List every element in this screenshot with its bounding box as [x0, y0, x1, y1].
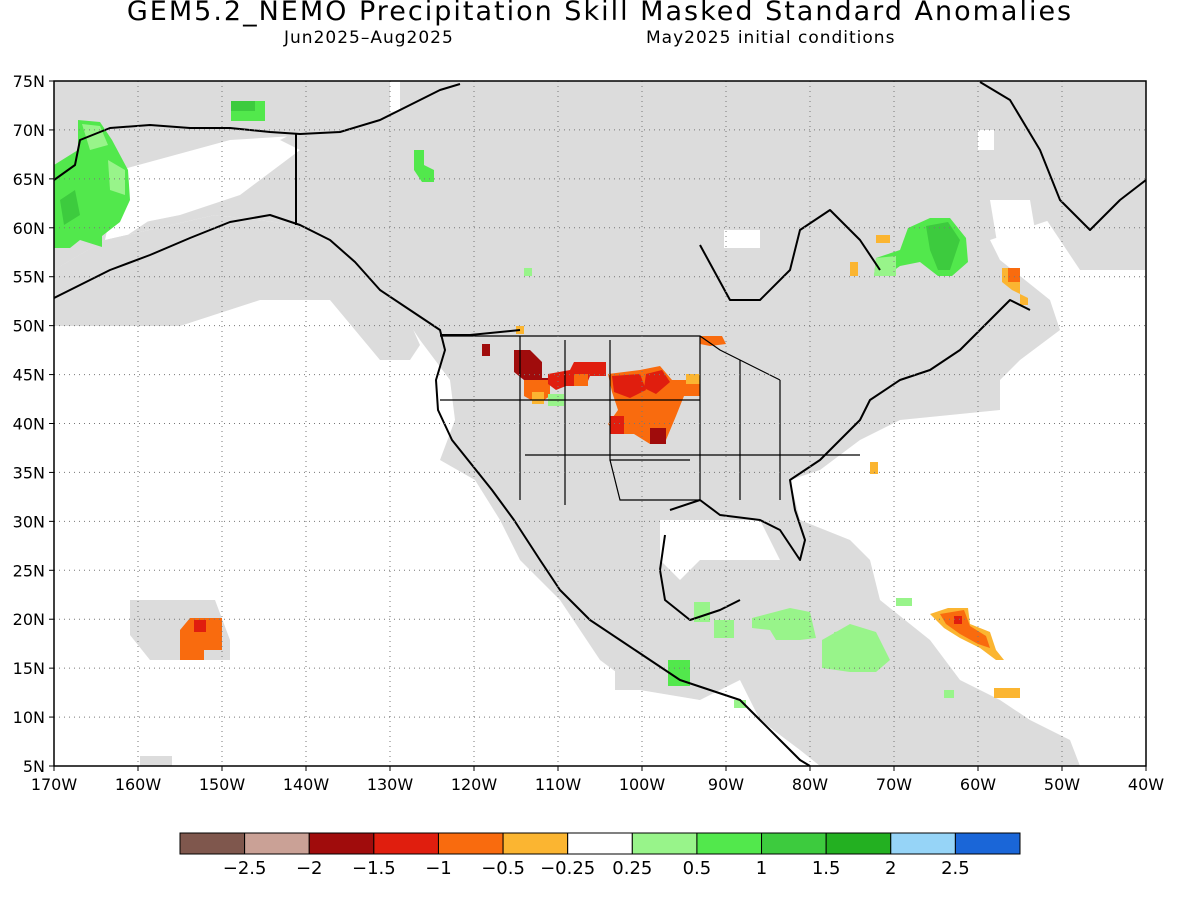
lon-tick-label: 60W [960, 775, 996, 794]
colorbar-label: 1.5 [812, 858, 841, 879]
lon-tick-label: 130W [367, 775, 414, 794]
lon-tick-label: 120W [451, 775, 498, 794]
anomaly-gulf-honduras [668, 660, 690, 686]
initial-conditions: May2025 initial conditions [646, 28, 896, 48]
colorbar [179, 832, 1021, 855]
lat-tick-label: 50N [13, 317, 45, 336]
lat-tick-label: 25N [13, 561, 45, 580]
colorbar-label: −0.5 [481, 858, 525, 879]
anomaly-hatteras [870, 462, 878, 474]
lat-tick-label: 70N [13, 121, 45, 140]
lat-tick-label: 75N [13, 72, 45, 91]
colorbar-label: 2.5 [941, 858, 970, 879]
longitude-labels: 170W 160W 150W 140W 130W 120W 110W 100W 90W 80W 70… [31, 766, 1164, 794]
lat-tick-label: 35N [13, 463, 45, 482]
unmasked-gaps [120, 130, 1040, 580]
colorbar-swatch [825, 832, 892, 855]
lat-tick-label: 40N [13, 415, 45, 434]
colorbar-label: −0.25 [540, 858, 595, 879]
lon-tick-label: 150W [199, 775, 246, 794]
lat-tick-label: 15N [13, 659, 45, 678]
lat-tick-label: 30N [13, 512, 45, 531]
colorbar-swatch [567, 832, 633, 855]
lat-tick-label: 55N [13, 268, 45, 287]
lat-tick-label: 20N [13, 610, 45, 629]
latitude-labels: 5N 10N 15N 20N 25N 30N 35N 40N 45N 50N 55N 60N 65N 70… [13, 72, 54, 776]
plot-area [54, 81, 1146, 766]
lon-tick-label: 110W [535, 775, 582, 794]
colorbar-swatch [696, 832, 763, 855]
lon-tick-label: 40W [1128, 775, 1164, 794]
lat-tick-label: 45N [13, 366, 45, 385]
anomaly-hawaii [180, 618, 222, 660]
anomaly-banks [414, 150, 434, 182]
colorbar-swatch [437, 832, 504, 855]
colorbar-label: 1 [756, 858, 767, 879]
forecast-period: Jun2025–Aug2025 [284, 28, 454, 48]
lon-tick-label: 160W [115, 775, 162, 794]
colorbar-label: −1 [425, 858, 452, 879]
lat-tick-label: 10N [13, 708, 45, 727]
lon-tick-label: 80W [792, 775, 828, 794]
anomaly-patches [54, 101, 1028, 708]
anomaly-superior [700, 336, 726, 346]
lat-tick-label: 65N [13, 170, 45, 189]
lon-tick-label: 140W [283, 775, 330, 794]
colorbar-label: 2 [885, 858, 896, 879]
colorbar-swatch [954, 832, 1021, 855]
colorbar-label: 0.5 [683, 858, 712, 879]
colorbar-labels: −2.5 −2 −1.5 −1 −0.5 −0.25 0.25 0.5 1 1.5 2 2.5 [223, 858, 970, 879]
colorbar-swatch [890, 832, 956, 855]
colorbar-swatch [502, 832, 569, 855]
colorbar-label: 0.25 [612, 858, 652, 879]
colorbar-label: −2.5 [223, 858, 267, 879]
map-title: GEM5.2_NEMO Precipitation Skill Masked S… [126, 0, 1074, 27]
coastlines [54, 81, 1146, 766]
colorbar-swatch [179, 832, 246, 855]
anomaly-caribbean [752, 608, 816, 640]
lat-tick-label: 60N [13, 219, 45, 238]
colorbar-swatch [761, 832, 827, 855]
colorbar-swatch [631, 832, 698, 855]
colorbar-label: −2 [296, 858, 323, 879]
colorbar-label: −1.5 [352, 858, 396, 879]
anomaly-idaho [482, 344, 490, 356]
lon-tick-label: 90W [708, 775, 744, 794]
lon-tick-label: 50W [1044, 775, 1080, 794]
lon-tick-label: 170W [31, 775, 78, 794]
colorbar-swatch [244, 832, 310, 855]
lon-tick-label: 70W [876, 775, 912, 794]
lon-tick-label: 100W [619, 775, 666, 794]
lat-tick-label: 5N [23, 757, 45, 776]
colorbar-swatch [373, 832, 439, 855]
gridlines [54, 81, 1146, 766]
colorbar-swatch [308, 832, 375, 855]
